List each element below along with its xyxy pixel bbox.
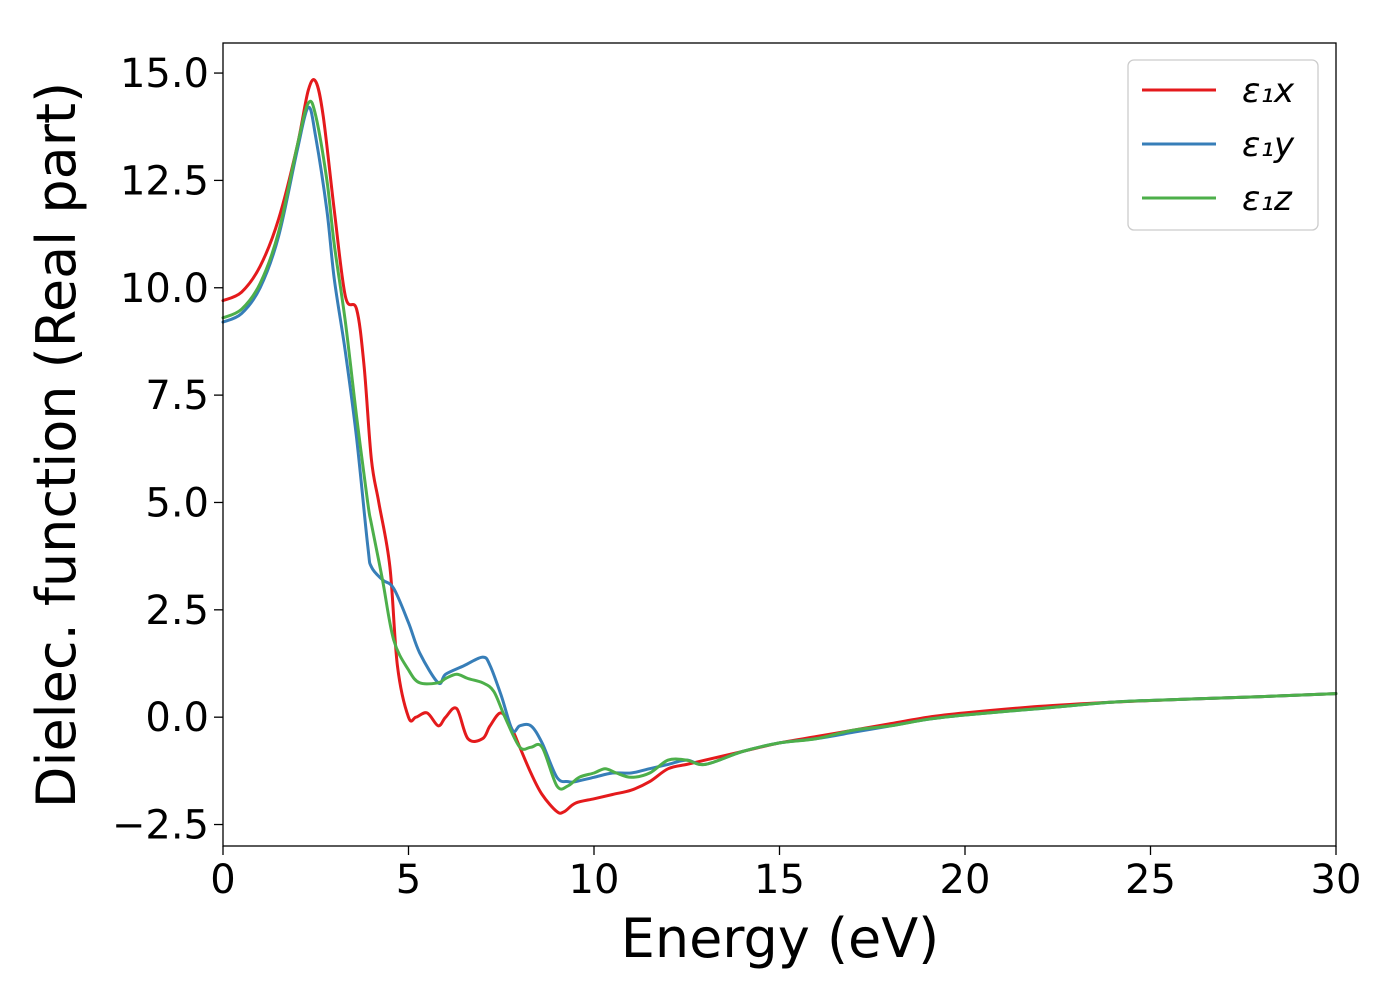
y-tick-label: 7.5 xyxy=(145,373,209,419)
plot-lines xyxy=(221,78,1338,815)
legend-label-1: ε₁x xyxy=(1242,71,1295,111)
series-line-2 xyxy=(221,105,1338,784)
x-tick-label: 0 xyxy=(210,857,235,903)
y-axis: −2.5 0.0 2.5 5.0 7.5 10.0 12.5 15.0 xyxy=(112,51,223,849)
y-tick-label: 12.5 xyxy=(120,158,209,204)
y-tick-label: −2.5 xyxy=(112,803,209,849)
legend-label-3: ε₁z xyxy=(1242,179,1293,219)
x-tick-label: 5 xyxy=(396,857,421,903)
y-axis-label: Dielec. function (Real part) xyxy=(25,82,88,808)
x-tick-label: 20 xyxy=(940,857,991,903)
y-tick-label: 2.5 xyxy=(145,588,209,634)
legend-label-2: ε₁y xyxy=(1242,125,1295,165)
y-tick-label: 0.0 xyxy=(145,695,209,741)
legend-box xyxy=(1127,59,1319,231)
x-tick-label: 25 xyxy=(1125,857,1176,903)
legend: ε₁x ε₁y ε₁z xyxy=(1127,59,1319,231)
x-tick-label: 10 xyxy=(569,857,620,903)
x-tick-label: 30 xyxy=(1311,857,1362,903)
x-tick-label: 15 xyxy=(754,857,805,903)
x-axis: 0 5 10 15 20 25 30 xyxy=(210,846,1361,903)
y-tick-label: 10.0 xyxy=(120,266,209,312)
x-axis-label: Energy (eV) xyxy=(621,907,940,970)
y-tick-label: 5.0 xyxy=(145,480,209,526)
y-tick-label: 15.0 xyxy=(120,51,209,97)
series-line-3 xyxy=(221,99,1338,791)
